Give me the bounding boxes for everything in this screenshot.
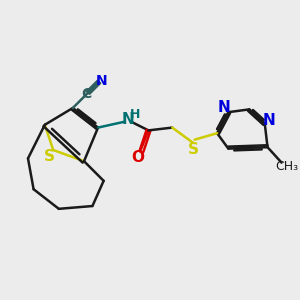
Text: H: H (130, 108, 140, 121)
Text: N: N (95, 74, 107, 88)
Text: C: C (81, 87, 91, 101)
Text: N: N (262, 113, 275, 128)
Text: S: S (44, 149, 55, 164)
Text: N: N (218, 100, 230, 116)
Text: N: N (122, 112, 135, 127)
Text: CH₃: CH₃ (276, 160, 299, 173)
Text: O: O (131, 149, 144, 164)
Text: S: S (188, 142, 200, 157)
